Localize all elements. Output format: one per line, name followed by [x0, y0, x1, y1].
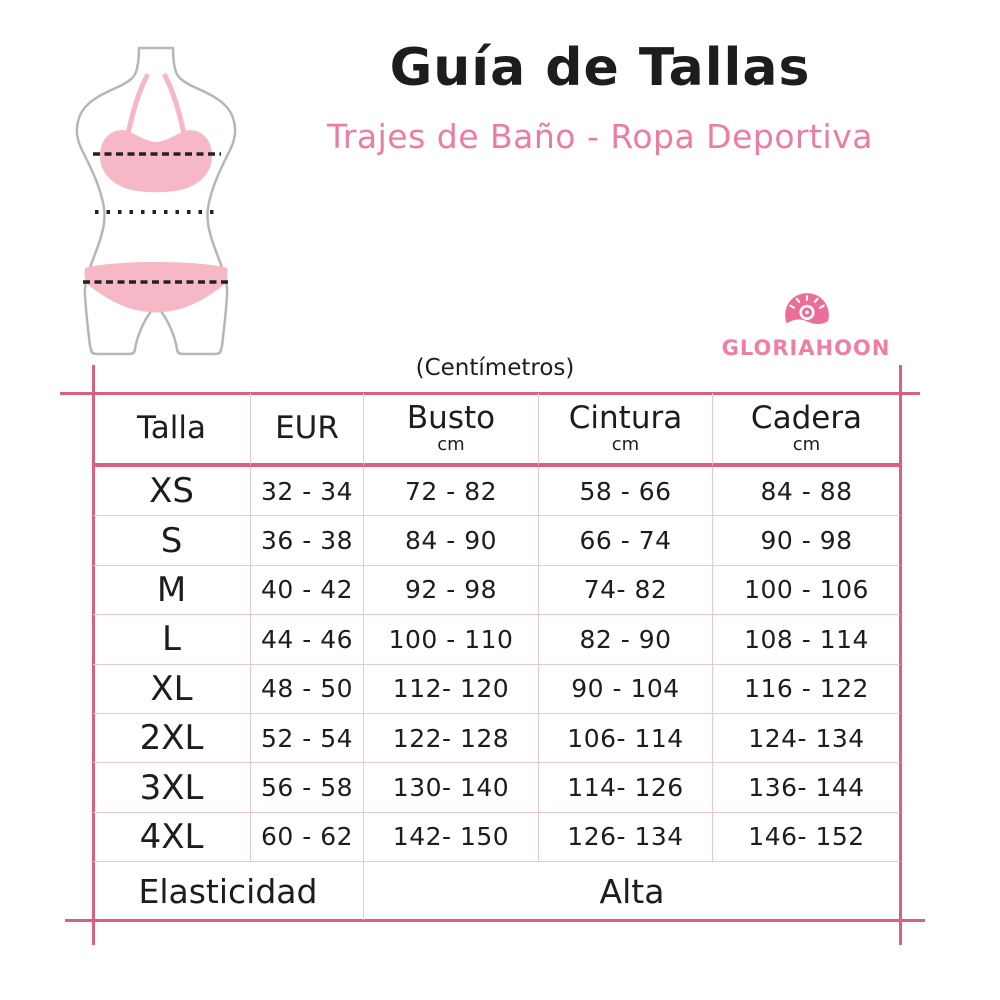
cell-S-cintura: 66 - 74	[539, 516, 713, 566]
cell-XS-busto: 72 - 82	[364, 467, 539, 517]
column-header-busto: Busto cm	[364, 393, 539, 467]
size-label-L: L	[93, 615, 251, 665]
cell-XL-busto: 112- 120	[364, 664, 539, 714]
units-label: (Centímetros)	[415, 355, 575, 381]
cell-M-busto: 92 - 98	[364, 565, 539, 616]
cell-4XL-busto: 142- 150	[364, 812, 539, 863]
cell-2XL-cadera: 124- 134	[713, 714, 900, 764]
table-border-bottom	[65, 918, 925, 922]
cell-2XL-cintura: 106- 114	[539, 713, 713, 764]
column-header-cintura: Cintura cm	[539, 393, 713, 467]
table-border-left	[91, 365, 95, 945]
size-label-M: M	[93, 565, 251, 616]
cell-S-busto: 84 - 90	[364, 516, 539, 566]
cell-2XL-busto: 122- 128	[364, 713, 539, 764]
brand-name: GLORIAHOON	[721, 336, 891, 360]
cell-L-cintura: 82 - 90	[539, 615, 713, 665]
cell-4XL-eur: 60 - 62	[251, 812, 364, 863]
elasticity-label: Elasticidad	[93, 862, 364, 920]
bikini-strap-left	[125, 72, 151, 135]
size-label-3XL: 3XL	[93, 763, 251, 813]
cell-XL-eur: 48 - 50	[251, 664, 364, 714]
size-label-2XL: 2XL	[93, 713, 251, 764]
cell-L-cadera: 108 - 114	[713, 615, 900, 665]
page-subtitle: Trajes de Baño - Ropa Deportiva	[327, 117, 873, 156]
elasticity-value: Alta	[599, 871, 665, 911]
size-label-XL: XL	[93, 664, 251, 714]
cell-M-cadera: 100 - 106	[713, 566, 900, 616]
cell-L-eur: 44 - 46	[251, 615, 364, 665]
bikini-top	[100, 130, 212, 193]
size-table-grid: Talla EUR Busto cm Cintura cm Cadera cm …	[93, 393, 900, 920]
cell-XS-eur: 32 - 34	[251, 467, 364, 517]
cell-L-busto: 100 - 110	[364, 615, 539, 665]
cell-XS-cintura: 58 - 66	[539, 467, 713, 517]
table-border-top	[60, 391, 920, 395]
cell-2XL-eur: 52 - 54	[251, 713, 364, 764]
size-label-XS: XS	[93, 467, 251, 517]
size-label-S: S	[93, 516, 251, 566]
page-title: Guía de Tallas	[389, 38, 811, 98]
cell-4XL-cadera: 146- 152	[713, 813, 900, 863]
mannequin-illustration	[75, 46, 237, 356]
cell-3XL-cadera: 136- 144	[713, 763, 900, 813]
cell-4XL-cintura: 126- 134	[539, 812, 713, 863]
cell-M-eur: 40 - 42	[251, 565, 364, 616]
table-border-right	[898, 365, 902, 945]
cell-XS-cadera: 84 - 88	[713, 467, 900, 517]
bikini-bottom	[84, 262, 228, 313]
size-label-4XL: 4XL	[93, 812, 251, 863]
sun-rays	[789, 295, 825, 309]
cell-M-cintura: 74- 82	[539, 565, 713, 616]
cell-S-eur: 36 - 38	[251, 516, 364, 566]
column-header-cadera: Cadera cm	[713, 393, 900, 467]
cell-3XL-eur: 56 - 58	[251, 763, 364, 813]
bikini-strap-right	[161, 72, 187, 135]
cell-3XL-cintura: 114- 126	[539, 763, 713, 813]
sun-wave-badge-icon	[785, 293, 829, 337]
cell-XL-cintura: 90 - 104	[539, 664, 713, 714]
column-header-eur: EUR	[251, 393, 364, 467]
cell-3XL-busto: 130- 140	[364, 763, 539, 813]
cell-S-cadera: 90 - 98	[713, 516, 900, 566]
cell-XL-cadera: 116 - 122	[713, 665, 900, 714]
column-header-talla: Talla	[93, 393, 251, 467]
size-table: Talla EUR Busto cm Cintura cm Cadera cm …	[60, 365, 925, 945]
